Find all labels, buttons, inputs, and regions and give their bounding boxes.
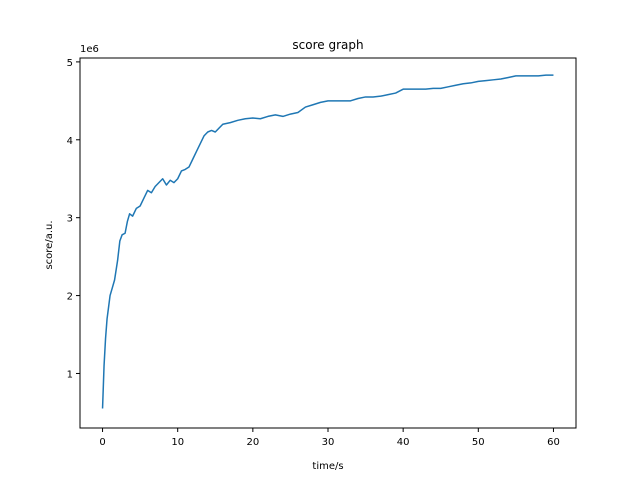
chart-title: score graph [292,38,363,52]
x-tick-label: 30 [322,437,335,448]
x-tick-label: 60 [547,437,560,448]
x-tick-label: 20 [246,437,259,448]
x-tick-label: 0 [99,437,105,448]
y-axis-label: score/a.u. [44,220,55,269]
y-tick-label: 2 [67,292,73,303]
plot-area [101,74,554,409]
y-tick-label: 1 [67,369,73,380]
x-tick-label: 50 [472,437,485,448]
x-axis-ticks: 0 10 20 30 40 50 60 [99,428,560,448]
x-tick-label: 10 [171,437,184,448]
y-tick-label: 5 [67,58,73,69]
x-tick-label: 40 [397,437,410,448]
y-offset-label: 1e6 [80,44,99,55]
x-axis-label: time/s [312,461,343,472]
y-tick-label: 3 [67,214,73,225]
axes-frame [79,57,577,429]
score-series-line [101,74,554,409]
y-axis-ticks: 1 2 3 4 5 [67,58,80,380]
y-tick-label: 4 [67,136,73,147]
